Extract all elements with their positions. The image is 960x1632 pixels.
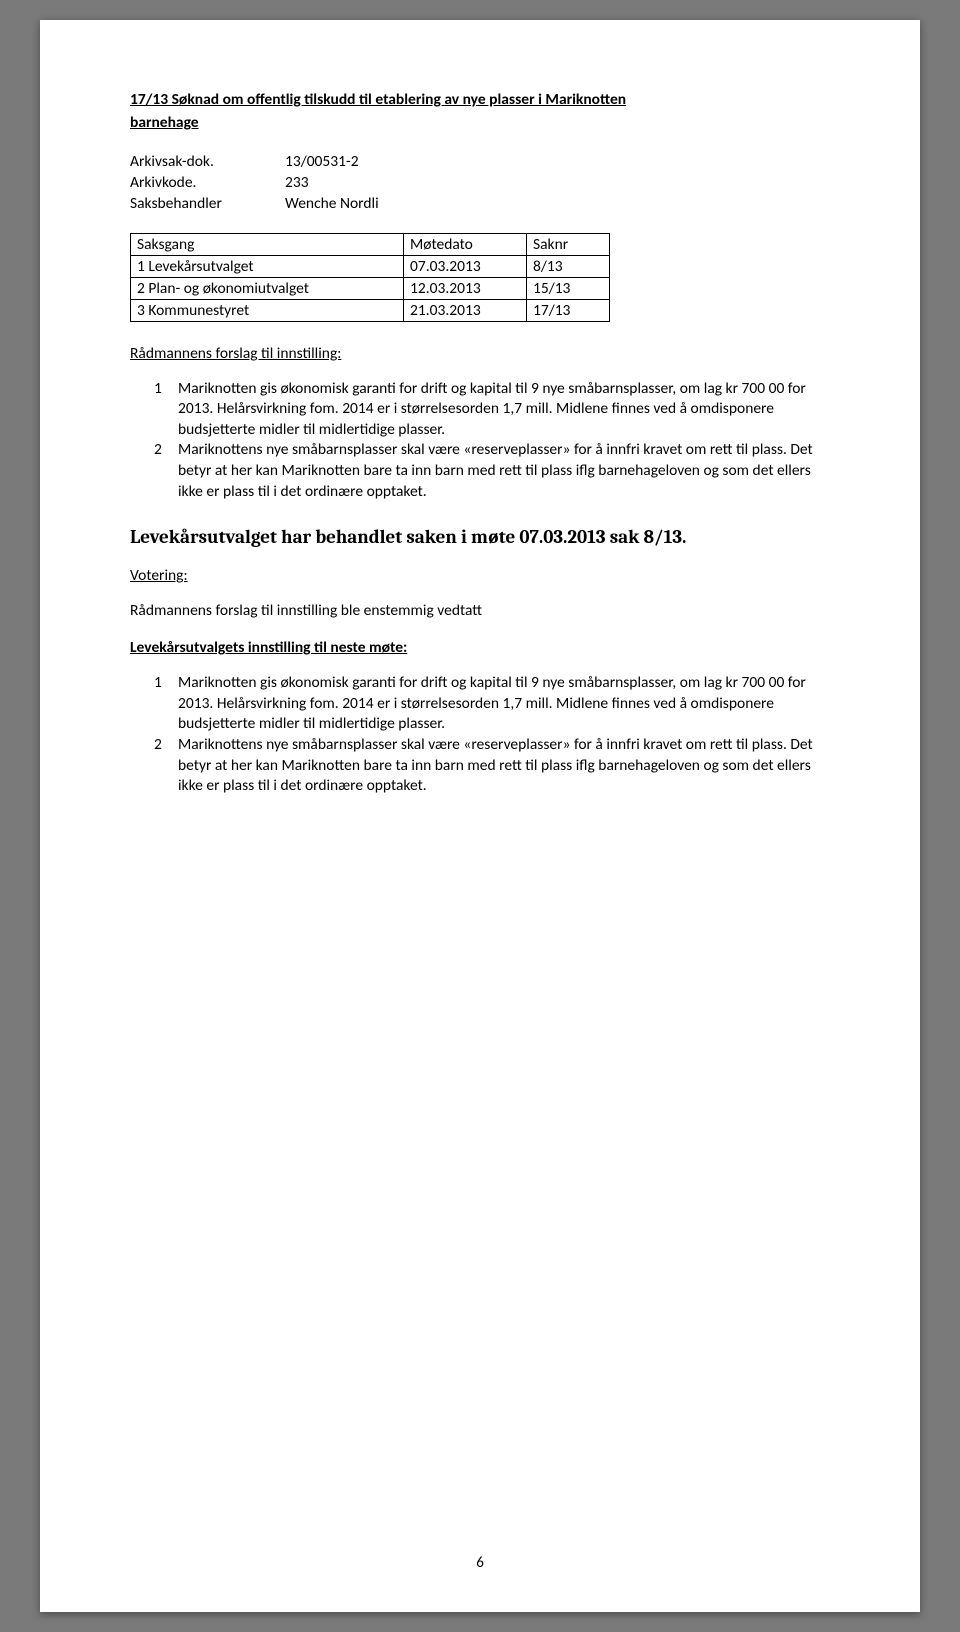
numbered-list-2: 1 Mariknotten gis økonomisk garanti for …	[130, 673, 830, 797]
meta-value: Wenche Nordli	[285, 194, 379, 215]
table-row: 1 Levekårsutvalget 07.03.2013 8/13	[131, 255, 610, 277]
table-cell: 15/13	[527, 277, 610, 299]
meta-row: Arkivsak-dok. 13/00531-2	[130, 152, 830, 173]
list-item: 1 Mariknotten gis økonomisk garanti for …	[130, 379, 830, 441]
meta-value: 13/00531-2	[285, 152, 359, 173]
table-cell: 07.03.2013	[404, 255, 527, 277]
meta-label: Arkivkode.	[130, 173, 285, 194]
meta-table: Arkivsak-dok. 13/00531-2 Arkivkode. 233 …	[130, 152, 830, 215]
vedtatt-line: Rådmannens forslag til innstilling ble e…	[130, 601, 830, 620]
saksgang-table: Saksgang Møtedato Saknr 1 Levekårsutvalg…	[130, 233, 610, 322]
list-text: Mariknotten gis økonomisk garanti for dr…	[178, 379, 830, 441]
list-number: 1	[130, 673, 178, 735]
list-number: 1	[130, 379, 178, 441]
table-header: Saksgang	[131, 233, 404, 255]
numbered-list-1: 1 Mariknotten gis økonomisk garanti for …	[130, 379, 830, 503]
table-header: Møtedato	[404, 233, 527, 255]
meta-value: 233	[285, 173, 309, 194]
document-title-line2: barnehage	[130, 113, 830, 134]
table-cell: 21.03.2013	[404, 299, 527, 321]
table-row: 3 Kommunestyret 21.03.2013 17/13	[131, 299, 610, 321]
meta-row: Saksbehandler Wenche Nordli	[130, 194, 830, 215]
list-item: 1 Mariknotten gis økonomisk garanti for …	[130, 673, 830, 735]
table-cell: 8/13	[527, 255, 610, 277]
list-item: 2 Mariknottens nye småbarnsplasser skal …	[130, 735, 830, 797]
list-text: Mariknottens nye småbarnsplasser skal væ…	[178, 735, 830, 797]
table-row: 2 Plan- og økonomiutvalget 12.03.2013 15…	[131, 277, 610, 299]
list-number: 2	[130, 440, 178, 502]
table-cell: 2 Plan- og økonomiutvalget	[131, 277, 404, 299]
radmannens-label: Rådmannens forslag til innstilling:	[130, 344, 830, 363]
list-item: 2 Mariknottens nye småbarnsplasser skal …	[130, 440, 830, 502]
page-number: 6	[40, 1554, 920, 1572]
table-cell: 3 Kommunestyret	[131, 299, 404, 321]
meta-row: Arkivkode. 233	[130, 173, 830, 194]
document-page: 17/13 Søknad om offentlig tilskudd til e…	[40, 20, 920, 1612]
list-text: Mariknotten gis økonomisk garanti for dr…	[178, 673, 830, 735]
votering-label: Votering:	[130, 566, 830, 585]
table-header: Saknr	[527, 233, 610, 255]
list-number: 2	[130, 735, 178, 797]
levekarsutvalget-heading: Levekårsutvalget har behandlet saken i m…	[130, 526, 830, 548]
meta-label: Saksbehandler	[130, 194, 285, 215]
table-cell: 12.03.2013	[404, 277, 527, 299]
table-cell: 1 Levekårsutvalget	[131, 255, 404, 277]
document-title-line1: 17/13 Søknad om offentlig tilskudd til e…	[130, 90, 830, 111]
innstilling-label: Levekårsutvalgets innstilling til neste …	[130, 638, 830, 657]
table-cell: 17/13	[527, 299, 610, 321]
table-header-row: Saksgang Møtedato Saknr	[131, 233, 610, 255]
list-text: Mariknottens nye småbarnsplasser skal væ…	[178, 440, 830, 502]
meta-label: Arkivsak-dok.	[130, 152, 285, 173]
